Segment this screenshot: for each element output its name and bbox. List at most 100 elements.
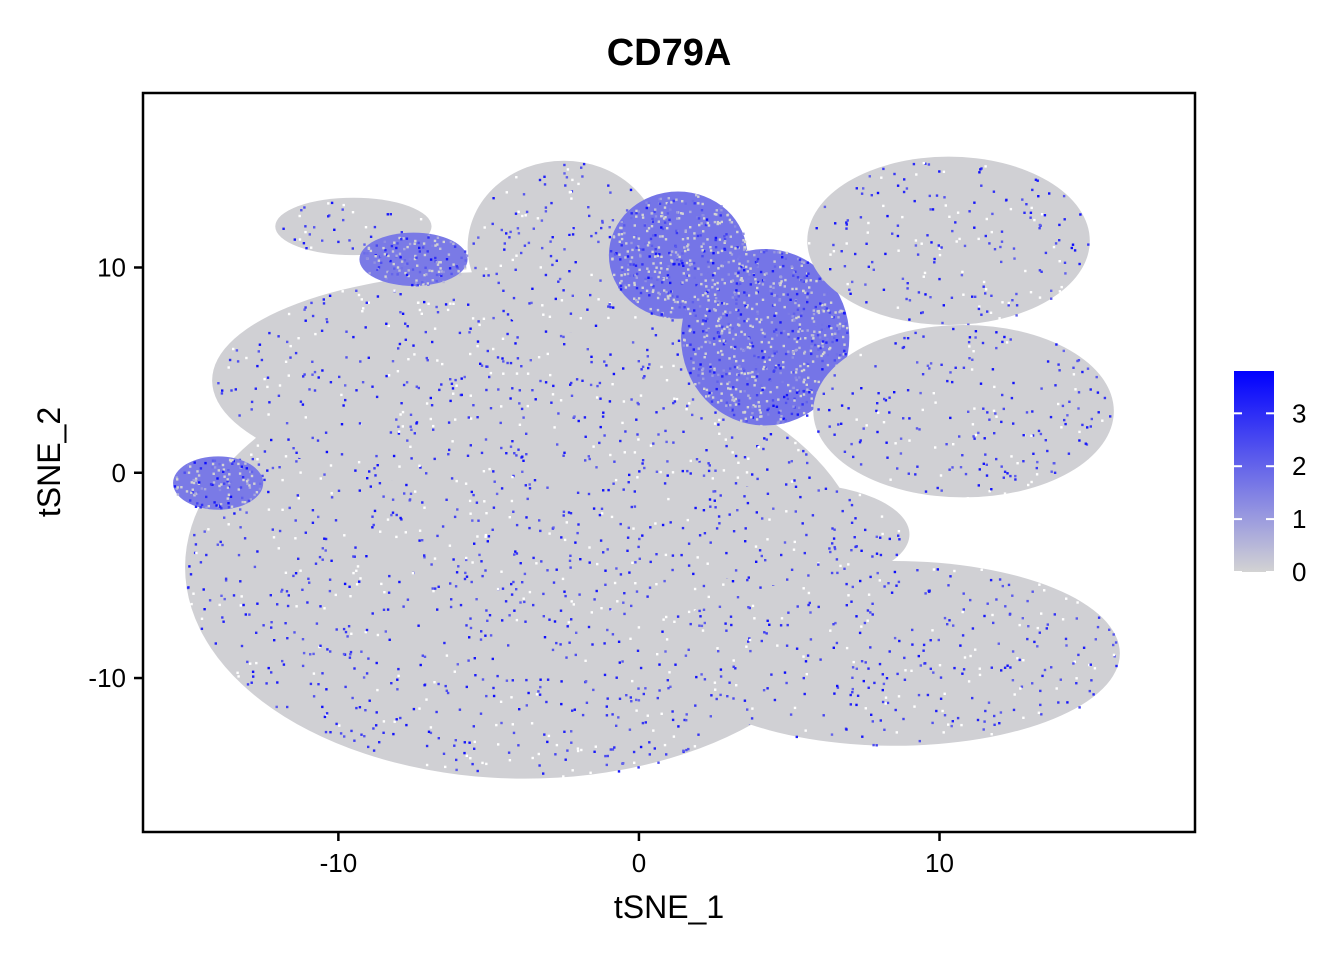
cell-point [846,282,849,286]
cell-point [995,598,998,601]
cell-point [344,630,348,634]
cell-point [646,348,649,352]
cell-point [746,304,749,307]
cell-point [882,204,885,208]
cell-point [761,349,764,353]
cell-point [763,631,766,634]
cell-point [563,248,566,251]
cell-point [768,356,771,359]
cell-point [790,568,794,571]
cell-point [562,289,565,292]
cell-point [973,226,976,229]
cell-point [396,266,400,269]
cell-point [317,515,320,519]
cell-point [833,546,836,549]
cell-point [859,216,863,219]
cell-point [433,681,436,684]
cell-point [343,534,346,537]
cell-point [546,352,549,356]
cell-point [735,378,739,382]
cell-point [508,236,511,239]
cell-point [737,461,740,464]
cell-point [816,334,820,337]
cell-point [676,253,680,256]
cell-point [368,271,371,275]
cell-point [365,672,369,675]
cell-point [702,377,705,380]
cell-point [644,242,647,245]
cell-point [453,515,457,519]
cell-point [375,661,378,665]
cell-point [917,693,921,697]
cell-point [602,489,605,492]
cell-point [476,416,479,419]
cell-point [562,514,565,517]
cell-point [455,571,459,574]
cell-point [405,237,409,240]
cell-point [685,279,688,282]
cell-point [630,256,634,259]
cell-point [729,323,732,327]
cell-point [743,390,746,393]
cell-point [777,411,781,414]
cell-point [535,562,538,565]
cell-point [580,748,583,752]
cluster-density [807,156,1090,325]
cell-point [1012,381,1015,385]
cell-point [600,607,603,610]
cell-point [268,331,271,335]
cell-point [701,322,704,326]
cell-point [835,339,839,342]
cell-point [838,310,841,314]
cell-point [515,523,519,527]
cell-point [422,283,425,286]
cell-point [418,270,422,274]
cell-point [495,723,498,727]
cell-point [739,390,742,393]
cell-point [1081,370,1084,374]
cell-point [313,370,317,374]
cell-point [867,221,870,225]
cell-point [753,384,756,387]
cell-point [732,259,735,263]
cell-point [635,418,638,421]
cell-point [1003,335,1006,339]
cell-point [666,291,670,294]
cell-point [825,307,828,310]
cell-point [571,769,574,772]
cell-point [1018,623,1021,627]
cell-point [353,555,356,558]
cell-point [727,273,730,276]
cell-point [822,392,825,395]
cell-point [687,324,691,328]
cell-point [717,303,720,306]
cell-point [800,311,804,315]
cell-point [800,369,804,373]
cell-point [427,730,431,733]
cell-point [809,349,813,352]
cell-point [396,273,399,276]
cell-point [416,264,419,267]
cell-point [855,667,858,670]
cell-point [913,199,916,203]
cell-point [666,295,670,298]
cell-point [449,605,453,609]
cell-point [795,292,799,296]
cell-point [531,287,534,290]
cell-point [630,212,633,215]
cell-point [621,268,624,272]
cell-point [387,324,390,328]
cell-point [620,244,623,247]
cell-point [287,438,290,441]
cell-point [492,347,495,351]
cell-point [648,294,651,297]
cell-point [748,637,751,640]
cell-point [656,653,659,656]
cell-point [798,258,802,261]
cell-point [883,397,886,401]
cell-point [724,310,727,313]
cell-point [1014,478,1017,481]
cell-point [646,355,649,358]
cell-point [714,688,717,691]
cell-point [602,551,605,554]
